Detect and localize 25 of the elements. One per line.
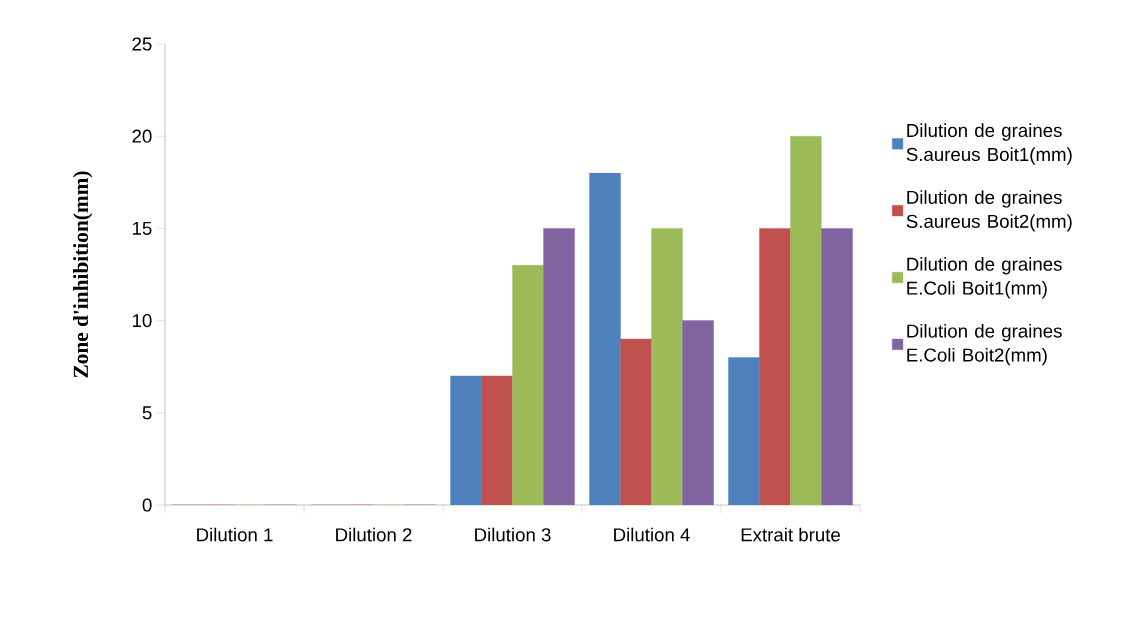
y-tick-label: 10 — [132, 313, 152, 328]
bar — [512, 265, 544, 505]
bar — [790, 136, 822, 505]
y-tick-label: 5 — [142, 406, 152, 420]
y-tick-label: 15 — [132, 221, 152, 235]
x-tick-label: Dilution 3 — [475, 527, 551, 542]
bar — [682, 320, 714, 505]
legend-label: Dilution de graines S.aureus Boit2(mm) — [906, 190, 1072, 232]
bar — [543, 228, 575, 505]
x-tick-label: Extrait brute — [741, 527, 840, 542]
x-tick-label: Dilution 1 — [197, 527, 273, 542]
y-axis-title: Zone d'inhibition(mm) — [73, 171, 93, 378]
y-tick-label: 0 — [142, 498, 152, 512]
legend-label: Dilution de graines S.aureus Boit1(mm) — [906, 123, 1072, 165]
bar — [589, 172, 621, 505]
y-tick-label: 20 — [132, 129, 152, 143]
x-tick-label: Dilution 2 — [336, 527, 412, 542]
y-tick-label: 25 — [132, 37, 152, 51]
bar — [821, 228, 853, 505]
legend-label: Dilution de graines E.Coli Boit2(mm) — [907, 323, 1062, 366]
legend-label: Dilution de graines E.Coli Boit1(mm) — [907, 257, 1062, 299]
bar — [450, 375, 482, 505]
x-tick-label: Dilution 4 — [614, 527, 690, 542]
bar — [728, 357, 760, 505]
bar — [651, 228, 683, 505]
